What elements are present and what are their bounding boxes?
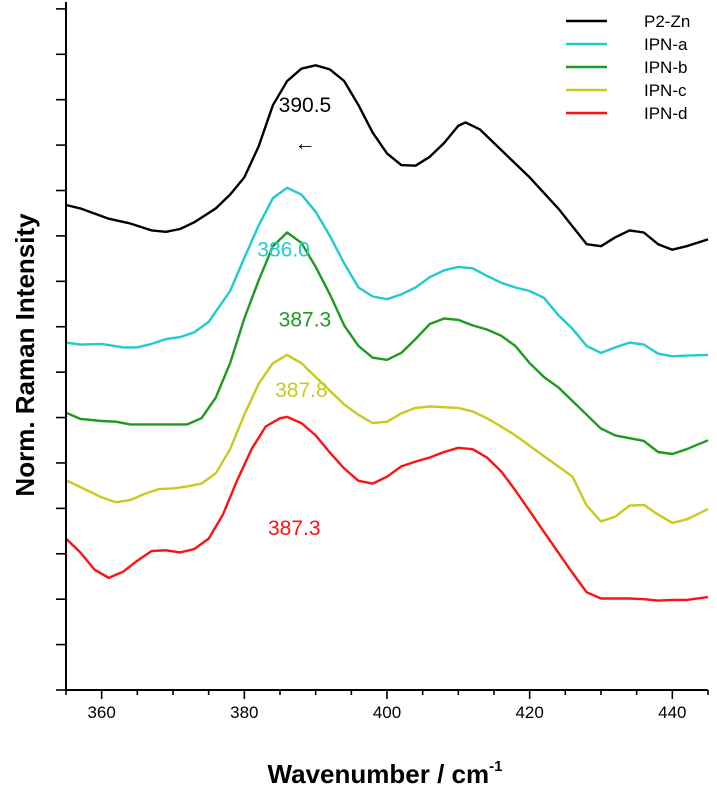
legend-label-p2-zn: P2-Zn [644,12,690,31]
peak-label: 390.5 [279,94,332,117]
peak-label: 387.3 [268,517,321,540]
legend-label-ipn-d: IPN-d [644,104,687,123]
y-axis-title: Norm. Raman Intensity [10,213,40,497]
series-line-p2-zn [65,64,709,251]
annotation-layer: 390.5 ← 386.0 387.3 387.8 387.3 [257,94,331,540]
x-tick-label: 420 [515,703,543,722]
x-tick-label: 440 [658,703,686,722]
x-axis-title-superscript: -1 [489,758,502,775]
x-axis-title: Wavenumber / cm-1 [268,758,503,789]
shift-arrow: ← [294,132,315,155]
peak-label: 387.8 [275,379,328,402]
legend-label-ipn-b: IPN-b [644,58,687,77]
series-line-ipn-c [65,353,709,524]
axes: 360 380 400 420 440 [56,2,709,722]
legend: P2-Zn IPN-a IPN-b IPN-c IPN-d [566,12,690,123]
x-tick-label: 400 [373,703,401,722]
x-tick-label: 360 [87,703,115,722]
series-line-ipn-a [65,186,709,358]
legend-label-ipn-c: IPN-c [644,81,687,100]
series-line-ipn-d [65,415,709,602]
x-axis-title-main: Wavenumber / cm [268,759,490,789]
series-layer [65,64,709,602]
peak-label: 387.3 [279,309,332,332]
peak-label: 386.0 [257,239,310,262]
series-line-ipn-b [65,231,709,456]
legend-label-ipn-a: IPN-a [644,35,688,54]
x-tick-label: 380 [230,703,258,722]
